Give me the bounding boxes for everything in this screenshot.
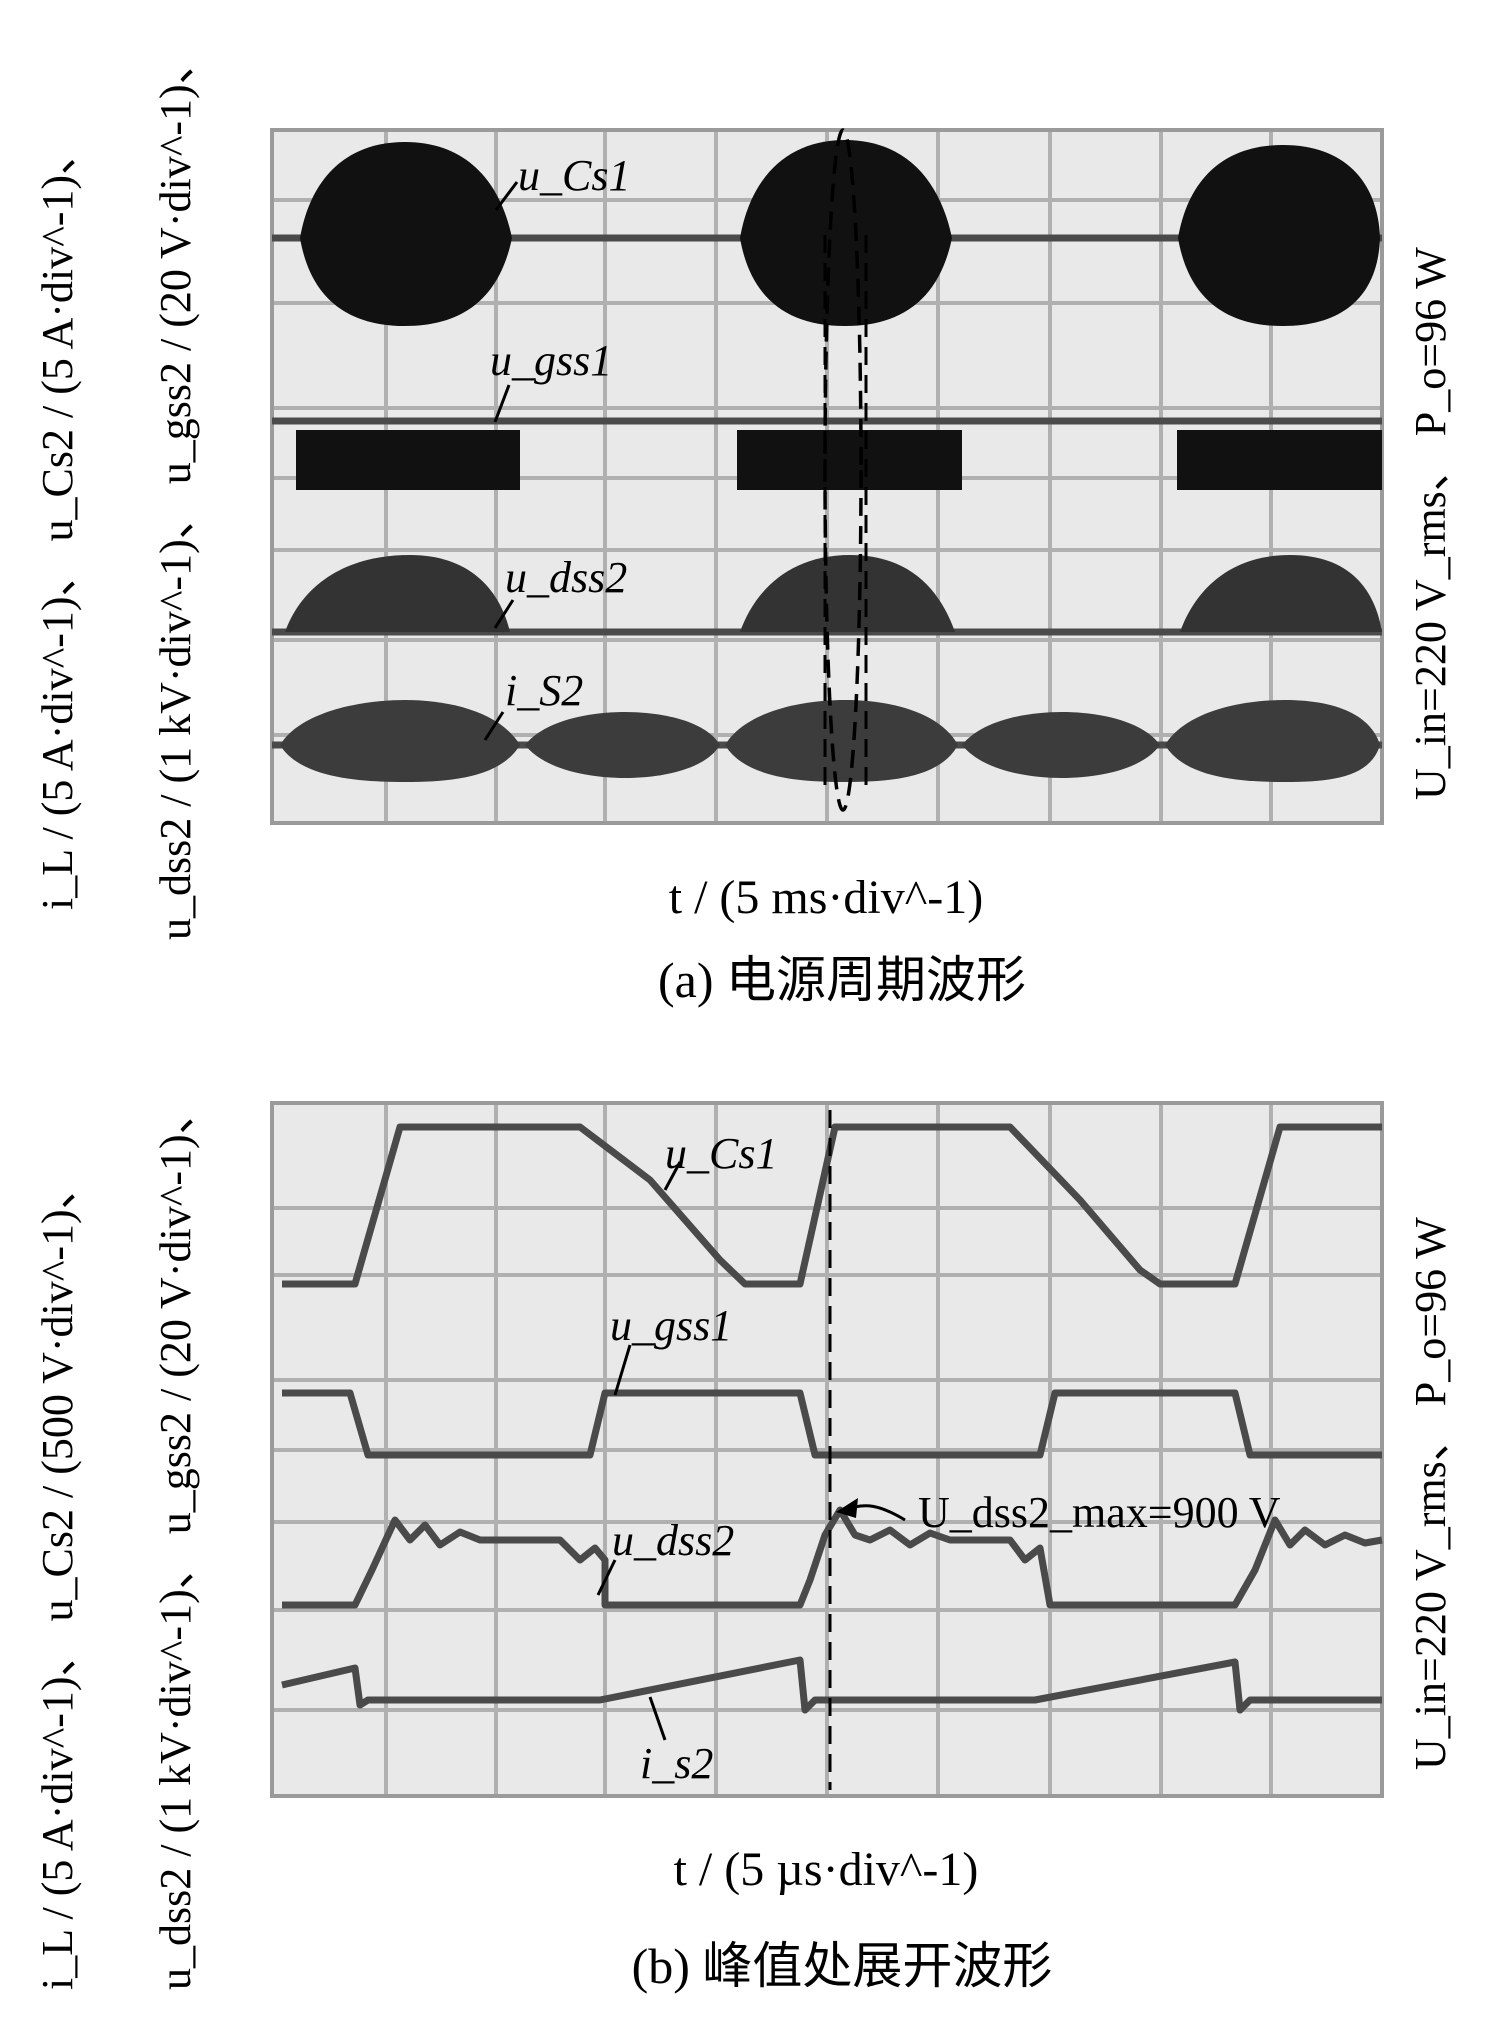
panel-a-y-axis-label-1: i_L / (5 A·div^-1)、 u_Cs2 / (5 A·div^-1)… (33, 131, 82, 910)
label-ugss1-b: u_gss1 (610, 1301, 732, 1350)
is2-lobe-4 (962, 712, 1160, 778)
annotation-udss2-max: U_dss2_max=900 V (918, 1488, 1281, 1537)
label-ucs1-a: u_Cs1 (518, 151, 630, 200)
panel-b-trace-udss2 (282, 1506, 1383, 1609)
udss2-dome-2 (740, 555, 955, 632)
panel-a-trace-ucs1 (272, 140, 1382, 326)
panel-a-peak-marker (823, 128, 868, 812)
panel-a-right-condition: U_in=220 V_rms、 P_o=96 W (1406, 247, 1455, 800)
panel-a-trace-is2 (272, 700, 1382, 782)
label-udss2-b: u_dss2 (612, 1516, 734, 1565)
is2-lobe-3 (725, 700, 958, 782)
label-ucs1-b: u_Cs1 (665, 1129, 777, 1178)
ugss1-block-2 (737, 430, 962, 490)
ucs1-burst-3 (1178, 145, 1380, 326)
panel-b-trace-ugss1 (282, 1389, 1382, 1459)
panel-a: u_Cs1 u_gss1 u_dss2 i_S2 i_L / (5 A·div^… (33, 40, 1455, 1008)
panel-b-trace-is2 (281, 1656, 1382, 1714)
ucs1-burst-1 (300, 142, 512, 326)
panel-b-caption: (b) 峰值处展开波形 (632, 1938, 1053, 1994)
ugss1-block-3 (1177, 430, 1382, 490)
label-ugss1-a: u_gss1 (490, 336, 612, 385)
panel-a-trace-udss2 (272, 555, 1382, 636)
panel-b-right-condition: U_in=220 V_rms、 P_o=96 W (1406, 1217, 1455, 1770)
panel-b-trace-ucs1 (282, 1123, 1382, 1288)
panel-b-y-axis-label-2: u_dss2 / (1 kV·div^-1)、 u_gss2 / (20 V·d… (151, 1090, 200, 1990)
panel-b-annotation: U_dss2_max=900 V (836, 1488, 1281, 1537)
label-is2-a: i_S2 (505, 666, 583, 715)
panel-b-y-axis-label-1: i_L / (5 A·div^-1)、 u_Cs2 / (500 V·div^-… (33, 1165, 82, 1990)
panel-a-caption: (a) 电源周期波形 (658, 952, 1026, 1008)
ucs1-burst-2 (740, 140, 952, 326)
panel-b: U_dss2_max=900 V u_Cs1 u_gss1 u_dss2 i_s… (33, 1090, 1455, 1994)
label-is2-b: i_s2 (640, 1739, 713, 1788)
panel-b-grid (270, 1101, 1384, 1798)
udss2-dome-3 (1180, 555, 1382, 632)
label-udss2-a: u_dss2 (505, 553, 627, 602)
panel-a-trace-ugss1 (272, 417, 1382, 490)
udss2-dome-1 (285, 555, 510, 632)
is2-lobe-2 (525, 712, 720, 778)
ugss1-block-1 (296, 430, 520, 490)
is2-lobe-5 (1165, 700, 1380, 782)
panel-b-x-axis-label: t / (5 µs·div^-1) (674, 1843, 979, 1896)
panel-a-y-axis-label-2: u_dss2 / (1 kV·div^-1)、 u_gss2 / (20 V·d… (151, 40, 200, 940)
panel-a-x-axis-label: t / (5 ms·div^-1) (669, 871, 983, 924)
is2-lobe-1 (280, 700, 520, 782)
